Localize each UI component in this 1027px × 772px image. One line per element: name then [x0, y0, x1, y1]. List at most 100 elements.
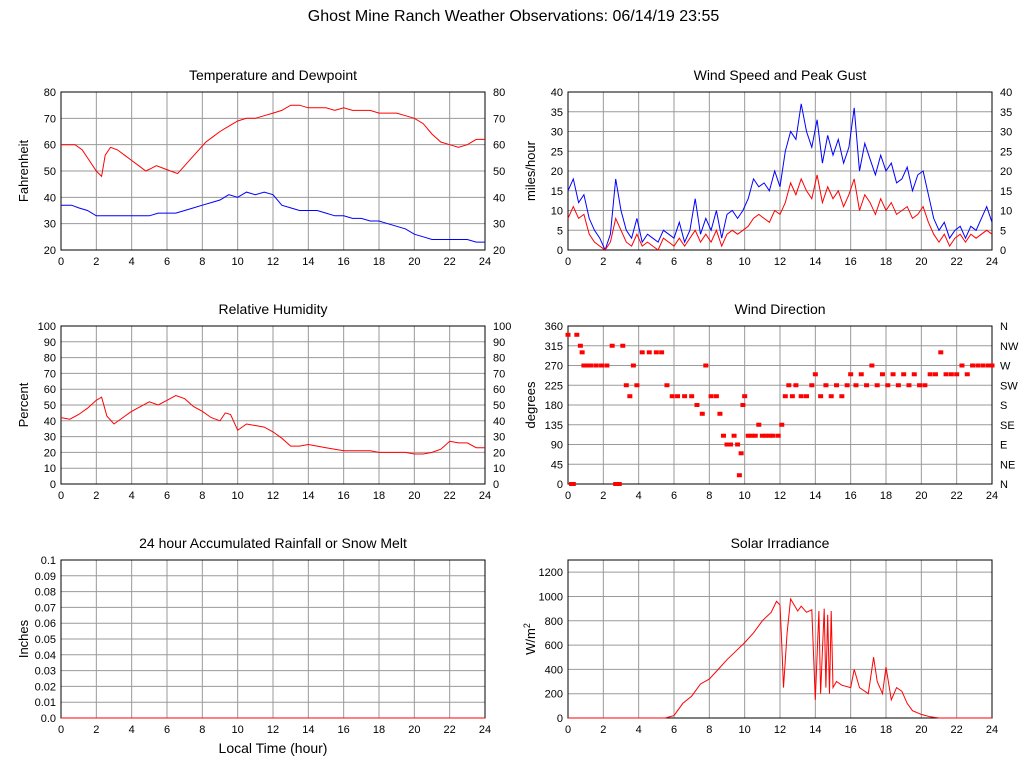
data-point [917, 383, 923, 388]
right-tick-label: 50 [493, 166, 505, 178]
x-tick-label: 14 [809, 724, 821, 736]
x-tick-label: 2 [600, 724, 606, 736]
data-point [812, 372, 818, 377]
data-point [943, 372, 949, 377]
data-point [593, 363, 599, 368]
panel-title: Temperature and Dewpoint [189, 67, 357, 83]
series-line-1 [568, 597, 992, 719]
data-point [895, 383, 901, 388]
x-tick-label: 16 [845, 724, 857, 736]
data-point [581, 363, 587, 368]
right-tick-label: SE [1000, 420, 1015, 432]
data-point [938, 350, 944, 355]
y-tick-label: 200 [545, 689, 563, 701]
data-point [653, 350, 659, 355]
data-point [646, 350, 652, 355]
data-point [809, 383, 815, 388]
y-tick-label: 0.05 [35, 634, 56, 646]
x-tick-label: 24 [986, 724, 998, 736]
y-tick-label: 50 [44, 166, 56, 178]
right-tick-label: 60 [493, 384, 505, 396]
x-tick-label: 4 [129, 256, 135, 268]
x-tick-label: 8 [706, 724, 712, 736]
x-tick-label: 16 [338, 256, 350, 268]
right-tick-label: 80 [493, 87, 505, 99]
data-point [980, 363, 986, 368]
data-point [890, 372, 896, 377]
panel-solar: 0 2 4 6 8 10 12 14 16 18 20 22 240200400600800100012… [522, 535, 998, 736]
data-point [779, 422, 785, 427]
right-tick-label: 90 [493, 337, 505, 349]
right-tick-label: 35 [1000, 107, 1012, 119]
right-tick-label: 25 [1000, 146, 1012, 158]
data-point [736, 473, 742, 478]
panel-rainfall: 0 2 4 6 8 10 12 14 16 18 20 22 240.00.010.020.030.04… [16, 535, 491, 756]
data-point [756, 422, 762, 427]
plot-frame [60, 325, 486, 485]
x-tick-label: 10 [232, 490, 244, 502]
y-tick-label: 20 [551, 166, 563, 178]
y-tick-label: 40 [44, 416, 56, 428]
data-point [565, 332, 571, 337]
x-tick-label: 22 [951, 724, 963, 736]
panel-humidity: 0 2 4 6 8 10 12 14 16 18 20 22 240102030405060708090… [16, 301, 511, 502]
data-point [970, 363, 976, 368]
data-point [901, 372, 907, 377]
data-point [609, 343, 615, 348]
right-tick-label: 80 [493, 353, 505, 365]
y-axis-label: W/m2 [522, 623, 538, 655]
data-point [724, 442, 730, 447]
x-tick-label: 0 [565, 724, 571, 736]
x-tick-label: 22 [444, 724, 456, 736]
x-tick-label: 18 [373, 256, 385, 268]
y-tick-label: 80 [44, 87, 56, 99]
right-tick-label: 100 [493, 321, 511, 333]
data-point [627, 394, 633, 399]
data-point [932, 372, 938, 377]
y-tick-label: 0 [557, 245, 563, 257]
data-point [728, 442, 734, 447]
y-tick-label: 10 [44, 463, 56, 475]
data-point [620, 343, 626, 348]
x-tick-label: 24 [986, 490, 998, 502]
data-point [742, 394, 748, 399]
data-point [669, 394, 675, 399]
right-tick-label: 10 [1000, 206, 1012, 218]
y-tick-label: 15 [551, 186, 563, 198]
data-point [874, 383, 880, 388]
x-tick-label: 10 [739, 724, 751, 736]
data-point [804, 394, 809, 399]
y-tick-label: 35 [551, 107, 563, 119]
y-tick-label: 800 [545, 616, 563, 628]
right-tick-label: 70 [493, 113, 505, 125]
right-tick-label: 0 [493, 479, 499, 491]
y-tick-label: 30 [44, 432, 56, 444]
x-tick-label: 10 [232, 256, 244, 268]
data-point [664, 383, 670, 388]
data-point [639, 350, 645, 355]
x-tick-label: 22 [444, 490, 456, 502]
y-tick-label: 315 [545, 341, 563, 353]
x-tick-label: 12 [267, 490, 279, 502]
panel-title: Wind Speed and Peak Gust [694, 67, 867, 83]
x-tick-label: 0 [58, 490, 64, 502]
y-tick-label: 60 [44, 140, 56, 152]
data-point [766, 433, 772, 438]
x-tick-label: 6 [671, 256, 677, 268]
data-point [740, 403, 746, 407]
right-tick-label: 20 [493, 447, 505, 459]
x-tick-label: 4 [129, 490, 135, 502]
y-axis-label: degrees [523, 381, 538, 428]
data-point [798, 394, 804, 399]
y-tick-label: 0.03 [35, 666, 56, 678]
page-title: Ghost Mine Ranch Weather Observations: 0… [307, 8, 720, 25]
y-tick-label: 20 [44, 245, 56, 257]
data-point [708, 394, 714, 399]
panel-temperature: 0 2 4 6 8 10 12 14 16 18 20 22 242030405060708020304… [16, 67, 505, 268]
right-tick-label: 60 [493, 140, 505, 152]
y-tick-label: 0.08 [35, 587, 56, 599]
x-tick-label: 6 [164, 490, 170, 502]
data-point [735, 442, 741, 447]
data-point [911, 372, 917, 377]
x-tick-label: 0 [565, 490, 571, 502]
